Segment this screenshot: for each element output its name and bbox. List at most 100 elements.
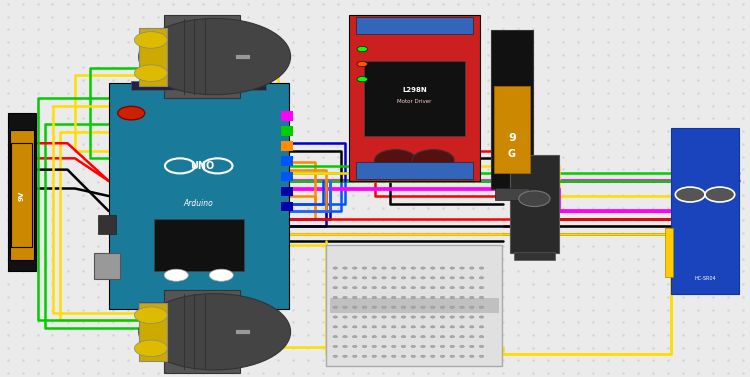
Circle shape	[440, 336, 445, 338]
Circle shape	[352, 316, 357, 318]
Circle shape	[421, 355, 425, 357]
Circle shape	[479, 336, 484, 338]
Bar	[281, 126, 292, 136]
Bar	[281, 172, 292, 181]
Circle shape	[333, 326, 338, 328]
Bar	[510, 155, 559, 253]
Circle shape	[392, 306, 396, 308]
Circle shape	[372, 316, 376, 318]
Circle shape	[421, 345, 425, 348]
Circle shape	[470, 355, 474, 357]
Circle shape	[401, 336, 406, 338]
Circle shape	[421, 287, 425, 289]
Bar	[356, 162, 472, 179]
Circle shape	[372, 306, 376, 308]
Circle shape	[401, 326, 406, 328]
Circle shape	[392, 336, 396, 338]
Circle shape	[333, 345, 338, 348]
Circle shape	[401, 267, 406, 269]
Circle shape	[519, 191, 550, 207]
Circle shape	[362, 306, 367, 308]
Circle shape	[705, 187, 735, 202]
Circle shape	[411, 316, 416, 318]
Circle shape	[352, 355, 357, 357]
Circle shape	[411, 345, 416, 348]
Circle shape	[362, 296, 367, 299]
Circle shape	[139, 294, 290, 370]
Circle shape	[382, 336, 386, 338]
Circle shape	[470, 336, 474, 338]
Circle shape	[411, 296, 416, 299]
Circle shape	[357, 61, 368, 67]
Bar	[281, 187, 292, 196]
Bar	[164, 15, 240, 98]
Circle shape	[450, 355, 454, 357]
Circle shape	[372, 277, 376, 279]
Bar	[154, 219, 244, 271]
Bar	[326, 245, 502, 366]
Text: 9: 9	[508, 133, 516, 143]
Circle shape	[382, 316, 386, 318]
Circle shape	[460, 316, 464, 318]
Circle shape	[430, 336, 435, 338]
Circle shape	[134, 307, 167, 323]
Circle shape	[430, 277, 435, 279]
Circle shape	[352, 326, 357, 328]
Circle shape	[134, 32, 167, 48]
Bar	[491, 30, 532, 188]
Text: Arduino: Arduino	[184, 199, 214, 208]
Circle shape	[401, 316, 406, 318]
Circle shape	[392, 355, 396, 357]
Circle shape	[362, 345, 367, 348]
Circle shape	[333, 336, 338, 338]
Bar	[665, 228, 673, 277]
Circle shape	[470, 345, 474, 348]
Circle shape	[421, 267, 425, 269]
Circle shape	[479, 316, 484, 318]
Circle shape	[362, 326, 367, 328]
Circle shape	[460, 345, 464, 348]
Bar	[281, 202, 292, 211]
Circle shape	[357, 46, 368, 52]
Circle shape	[343, 306, 347, 308]
Circle shape	[139, 18, 290, 95]
Circle shape	[470, 267, 474, 269]
Circle shape	[372, 355, 376, 357]
Bar	[11, 143, 32, 247]
Circle shape	[450, 336, 454, 338]
Circle shape	[421, 306, 425, 308]
Circle shape	[411, 336, 416, 338]
Bar	[671, 128, 739, 294]
Circle shape	[413, 150, 454, 171]
Bar	[495, 188, 529, 200]
Bar	[349, 15, 480, 181]
Circle shape	[411, 306, 416, 308]
Circle shape	[333, 306, 338, 308]
Text: 9V: 9V	[19, 190, 25, 201]
Circle shape	[352, 267, 357, 269]
Circle shape	[411, 277, 416, 279]
Circle shape	[470, 296, 474, 299]
Bar	[139, 303, 167, 361]
Bar	[281, 111, 292, 121]
Circle shape	[460, 287, 464, 289]
Circle shape	[411, 326, 416, 328]
Circle shape	[430, 287, 435, 289]
Circle shape	[479, 287, 484, 289]
Circle shape	[333, 287, 338, 289]
Circle shape	[362, 277, 367, 279]
Circle shape	[450, 277, 454, 279]
Circle shape	[401, 345, 406, 348]
Circle shape	[382, 355, 386, 357]
Circle shape	[362, 355, 367, 357]
Circle shape	[382, 277, 386, 279]
Bar	[494, 86, 530, 173]
Bar	[281, 141, 292, 151]
Text: G: G	[508, 149, 516, 159]
Circle shape	[333, 355, 338, 357]
Circle shape	[470, 326, 474, 328]
Circle shape	[392, 287, 396, 289]
Circle shape	[343, 316, 347, 318]
Bar	[139, 28, 167, 86]
Circle shape	[392, 277, 396, 279]
